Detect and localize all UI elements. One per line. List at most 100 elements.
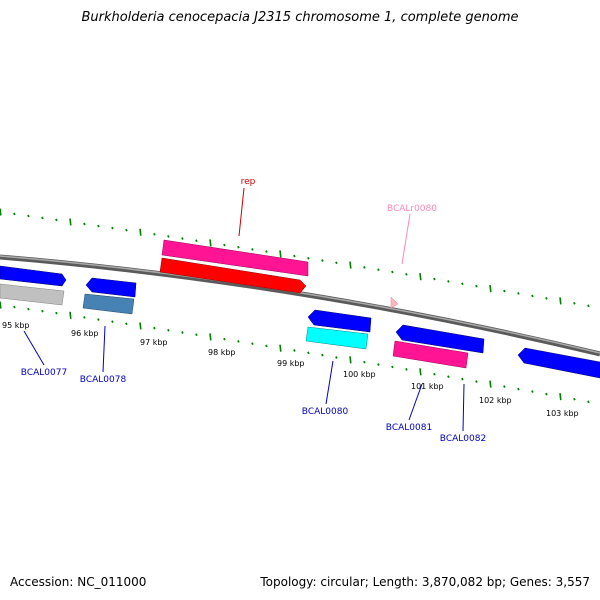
minor-tick [293, 254, 296, 258]
major-tick [69, 218, 72, 226]
gene-label-rep[interactable]: rep [241, 177, 256, 187]
minor-tick [377, 268, 380, 272]
minor-tick [13, 305, 16, 309]
minor-tick [335, 261, 338, 265]
minor-tick [377, 363, 380, 366]
minor-tick [391, 270, 394, 274]
minor-tick [111, 226, 114, 230]
minor-tick [531, 390, 534, 393]
gene-label-bcal0078[interactable]: BCAL0078 [80, 375, 127, 385]
minor-tick [27, 214, 30, 218]
major-tick [0, 301, 2, 309]
gene-bcal0080-arrow[interactable] [307, 309, 372, 333]
minor-tick [447, 280, 450, 283]
minor-tick [293, 349, 296, 352]
bcal0077-leader-line [23, 330, 45, 366]
bcal0082-leader-line [462, 383, 465, 432]
gene-bcal0077-arrow[interactable] [0, 283, 65, 306]
major-tick [349, 261, 352, 269]
minor-tick [125, 228, 128, 232]
major-tick [489, 380, 492, 388]
major-tick [279, 250, 282, 258]
minor-tick [265, 344, 268, 348]
kbp-label-96: 96 kbp [71, 329, 99, 338]
outer-tick-track [0, 208, 590, 308]
accession-label: Accession: NC_011000 [10, 575, 147, 589]
gene-rep-arrow[interactable] [161, 239, 309, 277]
minor-tick [321, 353, 324, 357]
rep-leader-line [238, 187, 245, 237]
inner-tick-track [0, 301, 590, 404]
kbp-label-95: 95 kbp [2, 321, 30, 330]
gene-bcal0078b-arrow[interactable] [82, 293, 135, 315]
minor-tick [503, 385, 506, 388]
gene-bcal0081-arrow[interactable] [395, 324, 485, 354]
minor-tick [55, 218, 58, 222]
minor-tick [363, 360, 366, 364]
minor-tick [433, 277, 436, 281]
minor-tick [517, 292, 520, 295]
major-tick [489, 285, 492, 293]
kbp-label-100: 100 kbp [343, 370, 376, 379]
minor-tick [83, 316, 86, 319]
bcal0080-leader-line [325, 360, 334, 405]
minor-tick [223, 337, 226, 341]
minor-tick [391, 365, 394, 369]
major-tick [559, 297, 562, 305]
minor-tick [531, 294, 534, 298]
major-tick [419, 273, 422, 281]
kbp-label-97: 97 kbp [140, 338, 168, 347]
bcal0081-leader-line [408, 383, 423, 421]
minor-tick [111, 320, 114, 323]
minor-tick [433, 372, 436, 376]
kbp-label-98: 98 kbp [208, 348, 236, 357]
gene-label-bcal0081[interactable]: BCAL0081 [386, 423, 432, 433]
minor-tick [153, 233, 156, 236]
genome-backbone [0, 254, 600, 357]
minor-tick [335, 356, 338, 359]
minor-tick [405, 273, 408, 276]
gene-label-bcal0080[interactable]: BCAL0080 [302, 407, 349, 417]
minor-tick [545, 392, 548, 396]
minor-tick [41, 216, 44, 220]
minor-tick [167, 328, 170, 332]
bcalr0080-leader-line [401, 213, 411, 265]
minor-tick [307, 351, 310, 355]
gene-bcal0081b-arrow[interactable] [392, 340, 469, 369]
minor-tick [321, 259, 324, 262]
gene-label-bcal0077[interactable]: BCAL0077 [21, 368, 67, 378]
minor-tick [195, 239, 198, 243]
minor-tick [55, 311, 58, 315]
minor-tick [195, 333, 198, 337]
minor-tick [153, 326, 156, 330]
minor-tick [83, 222, 86, 226]
minor-tick [251, 342, 254, 345]
minor-tick [223, 243, 226, 247]
minor-tick [405, 368, 408, 371]
minor-tick [13, 212, 16, 216]
gene-label-bcalr0080[interactable]: BCALr0080 [387, 204, 437, 214]
minor-tick [167, 235, 170, 238]
minor-tick [573, 302, 576, 305]
minor-tick [461, 282, 464, 286]
gene-bcalr0080-marker[interactable] [390, 296, 399, 309]
minor-tick [447, 375, 450, 378]
major-tick [419, 368, 422, 376]
kbp-label-103: 103 kbp [546, 409, 579, 418]
gene-rep-arrow-2[interactable] [159, 257, 307, 294]
minor-tick [475, 284, 478, 288]
major-tick [139, 228, 142, 236]
gene-bcal0078-arrow[interactable] [85, 277, 137, 298]
major-tick [209, 239, 212, 247]
major-tick [559, 393, 562, 401]
minor-tick [181, 331, 184, 334]
minor-tick [125, 322, 128, 326]
gene-label-bcal0082[interactable]: BCAL0082 [440, 434, 486, 444]
minor-tick [237, 245, 240, 249]
gene-bcal0083-arrow[interactable] [517, 347, 600, 379]
gene-bcal0076-arrow[interactable] [0, 265, 67, 287]
gene-bcal0080b-arrow[interactable] [305, 326, 369, 350]
bcal0078-leader-line [102, 325, 106, 373]
major-tick [209, 333, 212, 341]
minor-tick [363, 266, 366, 269]
